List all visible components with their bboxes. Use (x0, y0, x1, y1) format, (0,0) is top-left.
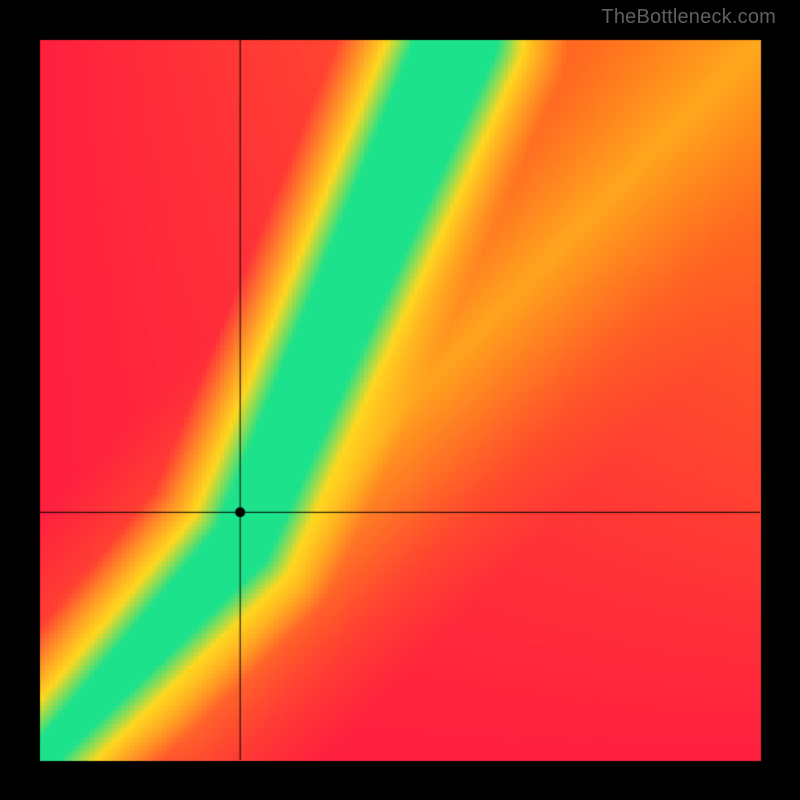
watermark-text: TheBottleneck.com (601, 6, 776, 29)
heatmap-canvas (0, 0, 800, 800)
chart-container: TheBottleneck.com (0, 0, 800, 800)
